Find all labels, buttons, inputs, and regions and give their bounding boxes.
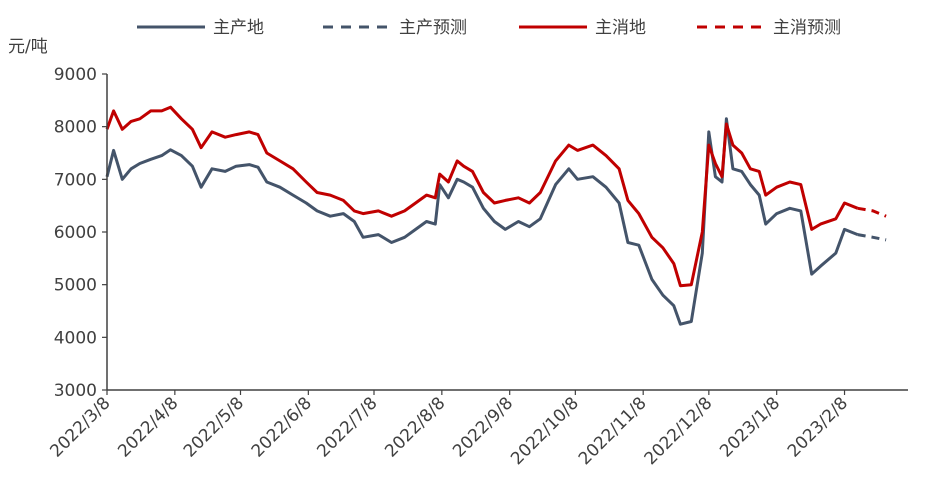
x-tick-label: 2022/12/8: [641, 393, 717, 469]
legend-label: 主产地: [213, 18, 264, 38]
x-tick-label: 2022/6/8: [248, 393, 316, 461]
x-tick-label: 2022/10/8: [507, 393, 583, 469]
y-tick-label: 3000: [54, 381, 97, 401]
legend-label: 主消预测: [773, 18, 841, 38]
x-tick-label: 2023/1/8: [716, 393, 784, 461]
y-tick-label: 8000: [54, 118, 97, 138]
y-tick-label: 7000: [54, 170, 97, 190]
y-tick-label: 4000: [54, 328, 97, 348]
y-tick-label: 6000: [54, 223, 97, 243]
y-axis: 9000 8000 7000 6000 5000 4000 3000: [54, 65, 107, 401]
x-tick-label: 2022/5/8: [180, 393, 248, 461]
x-tick-label: 2022/7/8: [313, 393, 381, 461]
x-tick-label: 2022/3/8: [46, 393, 114, 461]
y-tick-label: 9000: [54, 65, 97, 85]
series-line-主消地: [105, 105, 859, 288]
legend: 主产地 主产预测 主消地 主消预测: [137, 18, 841, 38]
x-tick-label: 2022/11/8: [575, 393, 651, 469]
x-tick-label: 2022/4/8: [114, 393, 182, 461]
legend-label: 主消地: [595, 18, 646, 38]
y-tick-label: 5000: [54, 276, 97, 296]
series-line-主产预测: [857, 233, 887, 242]
series-line-主消预测: [857, 206, 887, 218]
x-tick-label: 2022/8/8: [381, 393, 449, 461]
x-tick-label: 2022/9/8: [449, 393, 517, 461]
series-line-主产地: [105, 117, 859, 326]
legend-label: 主产预测: [399, 18, 467, 38]
y-axis-unit: 元/吨: [8, 37, 48, 57]
series-layer: [105, 105, 887, 326]
x-tick-label: 2023/2/8: [784, 393, 852, 461]
